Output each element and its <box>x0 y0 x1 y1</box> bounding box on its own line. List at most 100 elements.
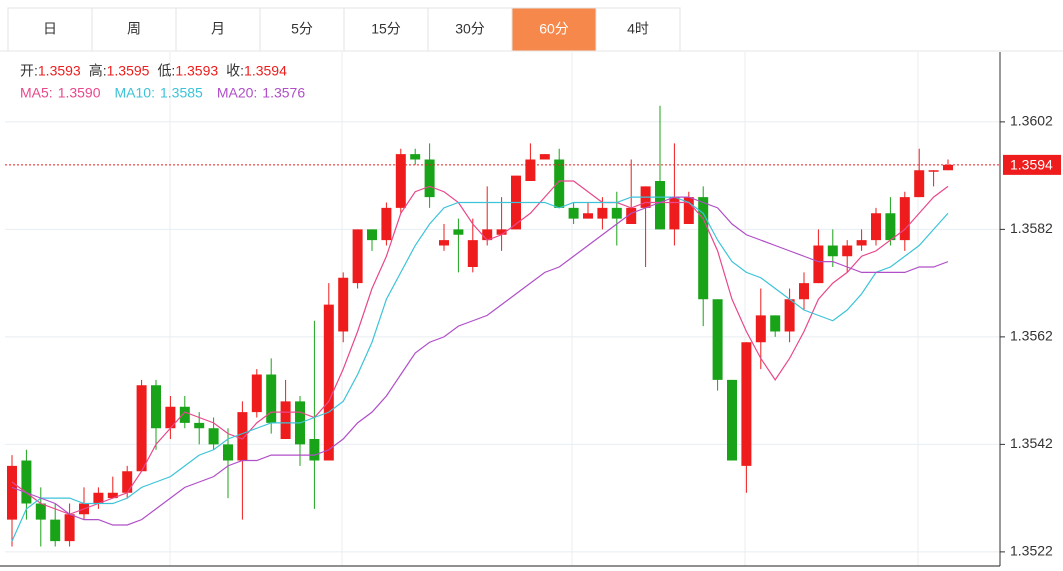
candle-body <box>424 159 435 198</box>
legend-name: MA10: <box>115 85 155 101</box>
candle <box>755 288 766 370</box>
ohlc-label: 收: <box>226 63 244 79</box>
candle <box>424 143 435 208</box>
candle-body <box>381 207 392 241</box>
tab[interactable]: 4时 <box>595 7 681 52</box>
candle <box>669 143 680 246</box>
candle-body <box>323 304 334 461</box>
ohlc-label: 开: <box>20 63 38 79</box>
tab-bg <box>91 7 177 52</box>
candle-body <box>453 229 464 235</box>
tab[interactable]: 15分 <box>343 7 429 52</box>
candle <box>943 159 953 171</box>
candle <box>885 197 896 246</box>
candle-body <box>482 229 493 241</box>
candle-body <box>179 406 190 423</box>
candle-body <box>7 465 17 520</box>
candle <box>784 288 795 343</box>
candle-body <box>770 315 781 332</box>
candle-body <box>395 154 406 208</box>
candle-body <box>943 164 953 171</box>
candle-body <box>568 207 579 219</box>
candle <box>352 229 363 289</box>
tab-label: 4时 <box>627 21 649 37</box>
candle-body <box>338 277 349 332</box>
candle-body <box>194 422 205 429</box>
candle <box>712 299 723 391</box>
current-price-label: 1.3594 <box>1010 157 1053 173</box>
candle-body <box>856 240 867 246</box>
tab[interactable]: 60分 <box>511 7 597 52</box>
legend-value: 1.3585 <box>160 85 203 101</box>
candle-body <box>410 154 421 160</box>
candle <box>539 154 550 160</box>
candle-body <box>813 245 824 284</box>
y-tick-label: 1.3562 <box>1010 328 1053 344</box>
candle-body <box>611 207 622 219</box>
legend-name: MA5: <box>20 85 53 101</box>
candle-body <box>208 428 219 445</box>
y-tick-label: 1.3602 <box>1010 113 1053 129</box>
candle-body <box>93 492 104 504</box>
tab-label: 5分 <box>291 21 313 37</box>
candle <box>136 379 147 472</box>
candle <box>467 218 478 273</box>
candle-body <box>885 213 896 241</box>
candle-body <box>799 283 809 300</box>
legend-name: MA20: <box>217 85 257 101</box>
candle <box>309 320 320 509</box>
candle-body <box>899 197 910 241</box>
candle <box>266 358 277 434</box>
candle-body <box>842 245 853 257</box>
legend-value: 1.3576 <box>262 85 305 101</box>
candle-body <box>755 315 766 343</box>
ohlc-value: 1.3595 <box>107 63 150 79</box>
candle-body <box>626 207 637 224</box>
candle-body <box>223 444 233 461</box>
candle <box>482 186 493 246</box>
candle-body <box>496 229 507 235</box>
tab-bg <box>427 7 513 52</box>
current-price-tag <box>1003 154 1061 175</box>
candle <box>583 202 593 219</box>
ma-line <box>11 180 949 515</box>
candle-body <box>122 471 133 493</box>
candle-body <box>136 385 147 472</box>
tab-bg <box>175 7 261 52</box>
y-tick-label: 1.3582 <box>1010 220 1053 236</box>
candle-body <box>237 412 248 461</box>
candle-body <box>683 197 694 224</box>
candle <box>496 197 507 251</box>
candle-body <box>280 401 291 439</box>
candle <box>741 342 752 493</box>
legend-value: 1.3590 <box>58 85 101 101</box>
y-tick-label: 1.3542 <box>1010 435 1053 451</box>
candle-body <box>107 492 118 499</box>
tab[interactable]: 5分 <box>259 7 345 52</box>
candle <box>871 207 881 246</box>
candle-body <box>698 197 709 300</box>
tab[interactable]: 日 <box>7 7 93 52</box>
candle-body <box>712 299 723 380</box>
tab[interactable]: 周 <box>91 7 177 52</box>
candle <box>381 202 392 246</box>
candle-body <box>352 229 363 284</box>
ohlc-value: 1.3593 <box>175 63 218 79</box>
candle-body <box>784 299 795 332</box>
candle-body <box>151 385 161 429</box>
candle <box>367 229 377 251</box>
candle-body <box>165 406 176 429</box>
tab[interactable]: 月 <box>175 7 261 52</box>
candle <box>914 148 925 198</box>
candle-body <box>309 439 320 461</box>
candle <box>856 229 867 251</box>
candle-body <box>439 240 449 246</box>
candle <box>165 396 176 439</box>
ohlc-value: 1.3594 <box>244 63 287 79</box>
tab[interactable]: 30分 <box>427 7 513 52</box>
candle <box>554 148 565 208</box>
candle <box>395 148 406 214</box>
tab-label: 月 <box>211 21 225 37</box>
candle <box>928 170 939 187</box>
